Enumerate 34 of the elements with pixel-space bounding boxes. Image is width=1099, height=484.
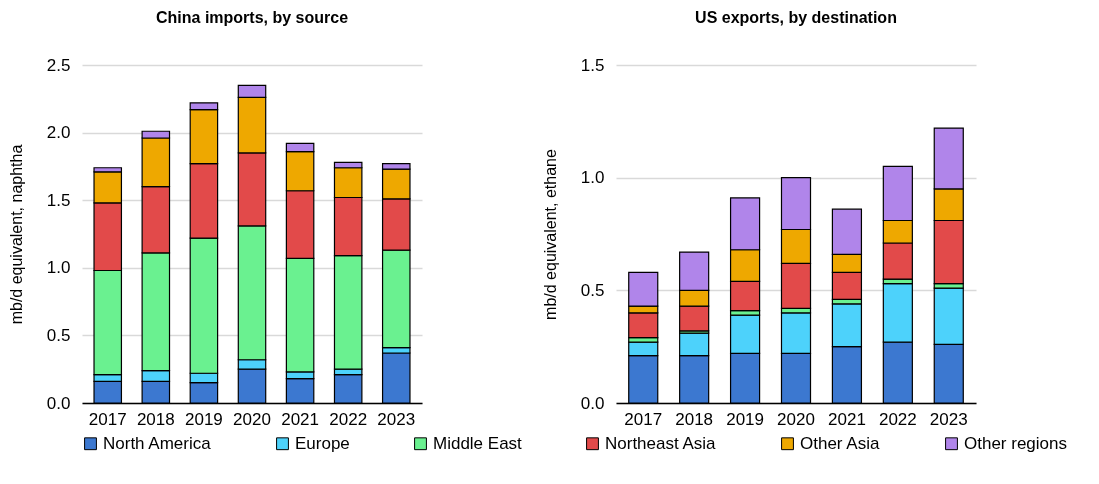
legend-label: Northeast Asia	[605, 433, 717, 453]
x-tick-label: 2022	[878, 409, 917, 429]
legend-label: Other Asia	[800, 433, 880, 453]
x-tick-label: 2023	[377, 409, 416, 429]
y-tick-label: 0.0	[580, 393, 605, 413]
x-tick-label: 2021	[281, 409, 319, 429]
y-tick-label: 1.0	[580, 168, 605, 188]
x-tick-label: 2023	[929, 409, 968, 429]
y-tick-label: 0.5	[46, 325, 71, 345]
y-tick-label: 1.5	[580, 55, 605, 75]
y-tick-label: 1.5	[46, 190, 71, 210]
legend-label: North America	[103, 433, 212, 453]
chart-title: China imports, by source	[155, 9, 349, 26]
x-tick-label: 2017	[624, 409, 663, 429]
x-tick-label: 2021	[828, 409, 866, 429]
x-tick-label: 2019	[726, 409, 764, 429]
x-tick-label: 2019	[185, 409, 223, 429]
y-tick-label: 0.0	[46, 393, 71, 413]
x-tick-label: 2020	[233, 409, 271, 429]
x-tick-label: 2018	[136, 409, 175, 429]
x-tick-label: 2020	[777, 409, 815, 429]
y-tick-label: 1.0	[46, 258, 71, 278]
x-tick-label: 2022	[329, 409, 368, 429]
x-tick-label: 2018	[675, 409, 714, 429]
y-axis-title: mb/d equivalent, ethane	[541, 149, 559, 320]
legend-label: Europe	[295, 433, 350, 453]
y-tick-label: 2.0	[46, 123, 71, 143]
legend-label: Middle East	[433, 433, 523, 453]
chart-title: US exports, by destination	[695, 9, 897, 26]
x-tick-label: 2017	[88, 409, 127, 429]
y-axis-title: mb/d equivalent, naphtha	[7, 144, 25, 325]
y-tick-label: 0.5	[580, 280, 605, 300]
y-tick-label: 2.5	[46, 55, 71, 75]
legend-label: Other regions	[964, 433, 1067, 453]
